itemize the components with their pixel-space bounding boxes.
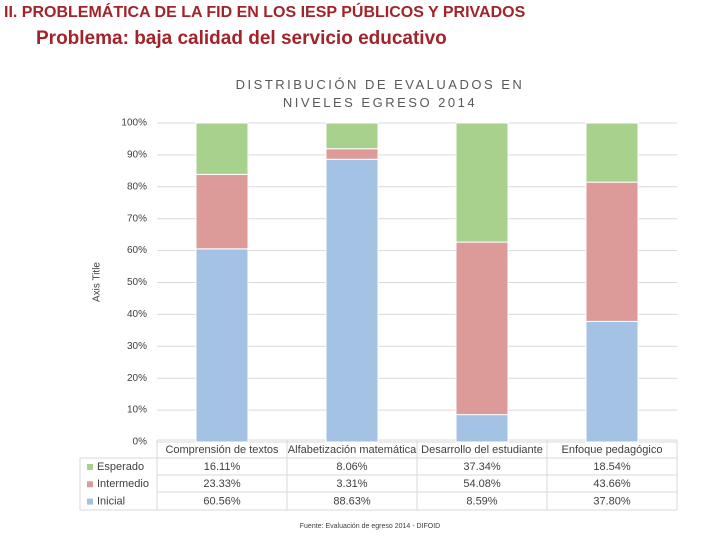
x-tick-label: Enfoque pedagógico xyxy=(562,444,663,456)
bar-segment xyxy=(325,148,379,160)
table-value: 37.80% xyxy=(593,496,631,508)
table-value: 60.56% xyxy=(203,496,241,508)
legend-label: Intermedio xyxy=(97,478,149,490)
bar-segment xyxy=(195,248,249,443)
y-tick-label: 60% xyxy=(127,245,147,256)
y-tick-label: 90% xyxy=(127,150,147,161)
bar-segment xyxy=(455,122,509,243)
legend-label: Inicial xyxy=(97,496,125,508)
slide-subtitle: Problema: baja calidad del servicio educ… xyxy=(36,28,447,49)
bar-segment xyxy=(195,122,249,175)
legend-swatch xyxy=(87,481,93,488)
bar-segment xyxy=(325,158,379,443)
table-value: 54.08% xyxy=(463,478,501,490)
table-value: 8.59% xyxy=(466,496,497,508)
table-value: 16.11% xyxy=(204,461,241,473)
table-value: 8.06% xyxy=(336,461,367,473)
x-tick-label: Desarrollo del estudiante xyxy=(421,444,543,456)
y-tick-label: 20% xyxy=(127,373,147,384)
legend-swatch xyxy=(87,498,93,505)
bar-segment xyxy=(325,122,379,150)
y-tick-label: 70% xyxy=(127,213,147,224)
legend-label: Esperado xyxy=(97,461,144,473)
y-tick-label: 10% xyxy=(127,405,147,416)
x-tick-label: Alfabetización matemática xyxy=(288,444,417,456)
table-value: 37.34% xyxy=(463,461,501,473)
table-value: 23.33% xyxy=(203,478,241,490)
table-value: 3.31% xyxy=(336,478,367,490)
table-value: 18.54% xyxy=(593,461,631,473)
bar-segment xyxy=(585,181,639,322)
y-tick-label: 0% xyxy=(133,437,148,448)
y-tick-label: 30% xyxy=(127,341,147,352)
bar-segment xyxy=(455,414,509,443)
table-value: 43.66% xyxy=(593,478,631,490)
slide-title: II. PROBLEMÁTICA DE LA FID EN LOS IESP P… xyxy=(4,4,526,21)
y-tick-label: 50% xyxy=(127,277,147,288)
y-tick-label: 100% xyxy=(121,118,147,129)
y-tick-label: 40% xyxy=(127,309,147,320)
table-value: 88.63% xyxy=(333,496,371,508)
chart-title: DISTRIBUCIÓN DE EVALUADOS EN NIVELES EGR… xyxy=(235,77,525,110)
bar-segment xyxy=(455,241,509,416)
legend-swatch xyxy=(87,464,93,470)
bar-segment xyxy=(585,320,639,443)
x-tick-label: Comprensión de textos xyxy=(165,444,279,456)
bar-segment xyxy=(195,173,249,250)
y-axis-title: Axis Title xyxy=(92,262,103,302)
y-tick-label: 80% xyxy=(127,181,147,192)
source: Fuente: Evaluación de egreso 2014 - DIFO… xyxy=(300,523,440,530)
bar-segment xyxy=(585,122,639,183)
